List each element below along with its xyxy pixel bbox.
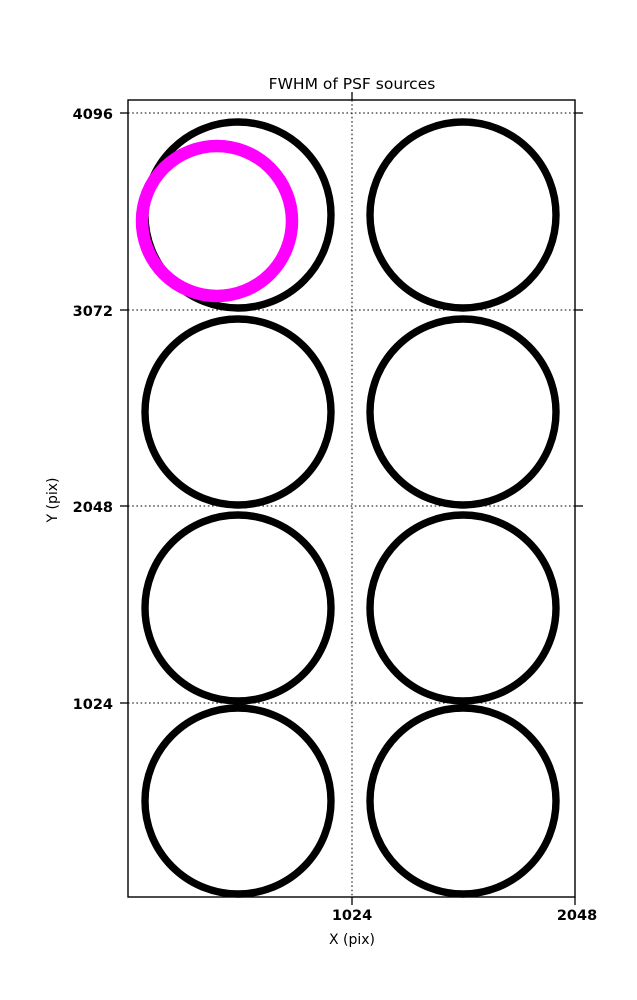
y-axis-label: Y (pix) [45,478,61,524]
tick-label-y-3072: 3072 [73,304,113,320]
tick-label-x-2048: 2048 [557,908,597,924]
tick-label-x-1024: 1024 [332,908,372,924]
psf-source-marker[interactable] [141,315,335,509]
psf-source-marker[interactable] [141,704,335,898]
psf-source-marker[interactable] [366,511,560,705]
psf-source-marker[interactable] [366,704,560,898]
plot-title: FWHM of PSF sources [269,75,436,93]
psf-source-marker[interactable] [366,118,560,312]
psf-source-marker-highlighted[interactable] [135,139,299,303]
tick-label-y-2048: 2048 [73,500,113,516]
tick-label-y-1024: 1024 [73,697,113,713]
tick-label-y-4096: 4096 [73,107,113,123]
psf-source-marker[interactable] [366,315,560,509]
psf-source-marker[interactable] [141,511,335,705]
x-axis-label: X (pix) [329,932,375,948]
